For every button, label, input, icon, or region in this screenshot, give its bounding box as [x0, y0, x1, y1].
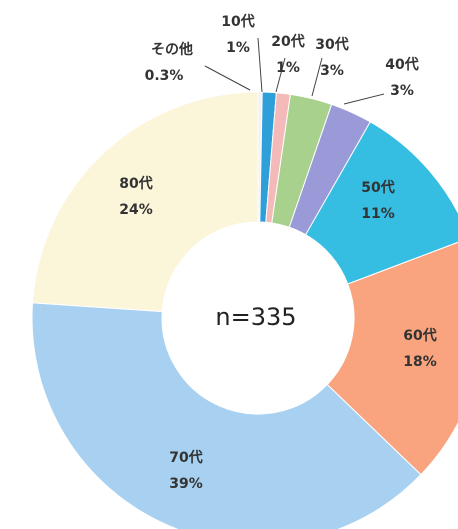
value-label: 1%	[276, 60, 300, 76]
value-label: 0.3%	[145, 68, 184, 84]
category-label: 30代	[315, 36, 348, 53]
leader-line	[311, 57, 323, 97]
center-annotation: n=335	[215, 303, 296, 331]
category-label: 20代	[271, 33, 304, 50]
value-label: 18%	[403, 354, 437, 370]
donut-segment	[326, 241, 458, 476]
category-label: 10代	[221, 13, 254, 30]
category-label: 50代	[361, 179, 394, 196]
value-label: 3%	[390, 83, 414, 99]
value-label: 3%	[320, 63, 344, 79]
leader-line	[257, 37, 263, 93]
value-label: 24%	[119, 202, 153, 218]
category-label: 40代	[385, 56, 418, 73]
category-label: 80代	[119, 175, 152, 192]
value-label: 39%	[169, 476, 203, 492]
leader-line	[275, 57, 286, 93]
category-label: 60代	[403, 327, 436, 344]
value-label: 1%	[226, 40, 250, 56]
leader-line	[204, 65, 251, 91]
leader-line	[343, 93, 385, 105]
category-label: その他	[151, 41, 193, 58]
donut-segment	[31, 91, 259, 313]
donut-segment	[31, 302, 422, 529]
value-label: 11%	[361, 206, 395, 222]
category-label: 70代	[169, 449, 202, 466]
donut-segment	[305, 121, 458, 285]
